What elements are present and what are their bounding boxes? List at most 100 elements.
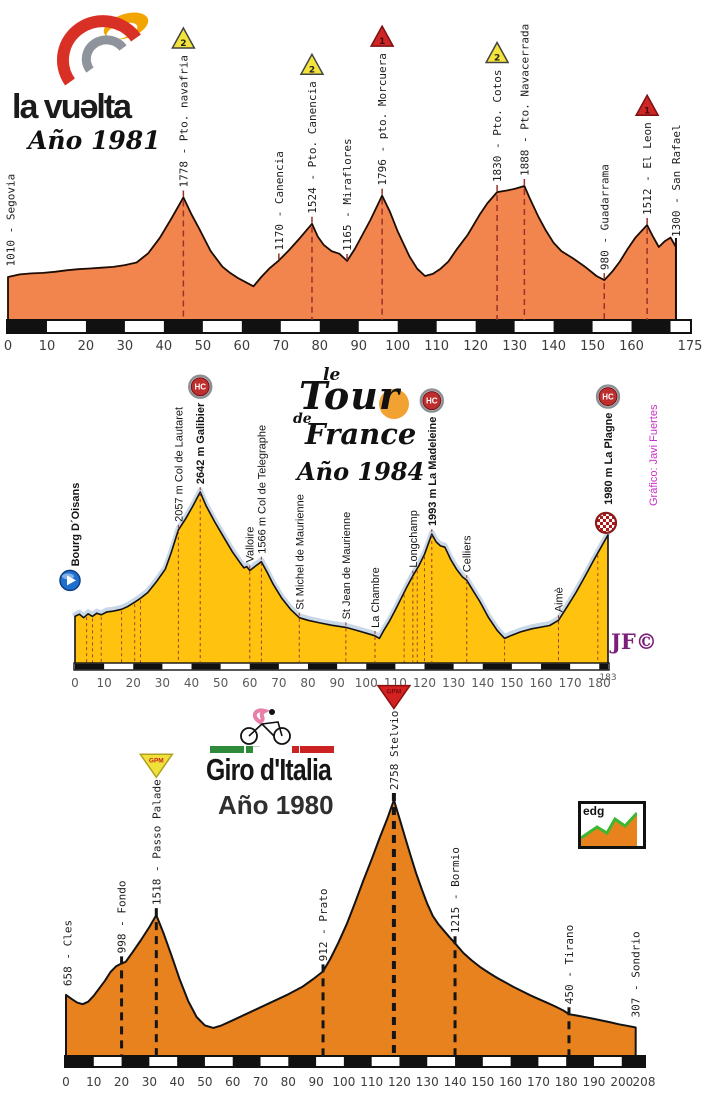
tour-logo: le Tour de France Año 1984 xyxy=(293,365,453,486)
location-label: 998 - Fondo xyxy=(116,881,129,954)
axis-tick-label: 60 xyxy=(234,339,251,354)
axis-tick-label: 40 xyxy=(184,676,199,690)
edg-label: edg xyxy=(583,804,605,818)
axis-tick-label: 130 xyxy=(502,339,527,354)
axis-tick-label: 20 xyxy=(78,339,95,354)
elevation-area xyxy=(75,492,608,663)
location-label: 1300 - San Rafael xyxy=(670,124,683,237)
flag-bar-red xyxy=(300,746,334,753)
gpm-badge-yellow: GPM xyxy=(138,753,174,779)
elevation-outline xyxy=(74,491,609,663)
location-label: Longchamp xyxy=(408,510,420,568)
location-label: 1010 - Segovia xyxy=(4,174,17,267)
graphic-credit: Gráfico: Javi Fuertes xyxy=(648,404,660,506)
hors-categorie-badge: HC xyxy=(188,374,213,399)
axis-tick-label: 30 xyxy=(155,676,170,690)
location-label: 1796 - pto. Morcuera xyxy=(376,53,389,185)
svg-text:2: 2 xyxy=(494,53,500,63)
location-label: 1778 - Pto. navafria xyxy=(177,55,190,187)
svg-text:HC: HC xyxy=(602,393,614,402)
location-label: Celliers xyxy=(462,535,474,572)
elevation-halo xyxy=(72,487,611,639)
axis-tick-label: 190 xyxy=(583,1075,606,1089)
edg-mountain-icon xyxy=(581,811,637,846)
axis-tick-label: 50 xyxy=(195,339,212,354)
axis-tick-label: 140 xyxy=(471,676,494,690)
axis-tick-label: 60 xyxy=(225,1075,240,1089)
axis-tick-label: 70 xyxy=(253,1075,268,1089)
svg-text:GPM: GPM xyxy=(149,757,164,764)
location-label: 658 - Cles xyxy=(62,920,75,986)
axis-tick-label: 208 xyxy=(633,1075,656,1089)
svg-text:HC: HC xyxy=(426,397,438,406)
chart-vuelta1981: 0 10 20 30 40 50 60 70 80 90 100 110 120 130 140 150 160… xyxy=(4,24,703,354)
axis-tick-label: 30 xyxy=(117,339,134,354)
svg-text:1: 1 xyxy=(644,106,650,116)
axis-tick-label: 60 xyxy=(242,676,257,690)
location-label: 1566 m Col de Telegraphe xyxy=(256,425,268,554)
location-label: 1518 - Passo Palade xyxy=(150,779,163,905)
category-2-climb-badge: 2 xyxy=(299,52,325,75)
elevation-outline xyxy=(7,185,677,321)
author-signature: JF© xyxy=(611,629,657,654)
axis-tick-label: 183 xyxy=(599,673,616,683)
vuelta-year-label: Año 1981 xyxy=(28,126,161,155)
location-label: St Jean de Maurienne xyxy=(341,512,353,620)
elevation-area xyxy=(8,186,676,320)
axis-tick-label: 70 xyxy=(271,676,286,690)
axis-tick-label: 160 xyxy=(499,1075,522,1089)
location-label: 2057 m Col de Lautaret xyxy=(173,407,185,522)
axis-tick-label: 175 xyxy=(678,339,703,354)
category-1-climb-badge: 1 xyxy=(369,24,395,47)
axis-tick-label: 170 xyxy=(559,676,582,690)
location-label: 1980 m La Plagne xyxy=(603,413,615,505)
distance-axis: 0 10 20 30 40 50 60 70 80 90 100 110 120 130 140 150 160… xyxy=(62,1055,656,1089)
location-label: 450 - Tirano xyxy=(563,925,576,1004)
location-label: 912 - Prato xyxy=(317,889,330,962)
svg-text:GPM: GPM xyxy=(386,689,401,696)
flag-stripe-red xyxy=(292,746,299,753)
vuelta-brand-title: la vuǝlta xyxy=(12,88,132,126)
axis-tick-label: 110 xyxy=(424,339,449,354)
edg-watermark: edg xyxy=(578,801,646,849)
location-label: 2642 m Galibier xyxy=(195,402,207,484)
giro-logo: Giro d'Italia Año 1980 xyxy=(206,706,340,820)
location-label: 1993 m La Madeleine xyxy=(427,417,439,526)
flag-stripe-green xyxy=(246,746,253,753)
tour-brand-de: de xyxy=(293,411,312,427)
giro-brand-title: Giro d'Italia xyxy=(206,752,332,787)
axis-tick-label: 140 xyxy=(541,339,566,354)
axis-tick-label: 110 xyxy=(360,1075,383,1089)
location-label: 2758 Stelvio xyxy=(388,711,401,790)
svg-text:2: 2 xyxy=(180,39,186,49)
location-label: La Chambre xyxy=(370,567,382,628)
category-2-climb-badge: 2 xyxy=(484,40,510,63)
axis-tick-label: 90 xyxy=(308,1075,323,1089)
hors-categorie-badge: HC xyxy=(595,384,621,409)
tour-brand-title: Tour xyxy=(299,373,400,418)
axis-tick-label: 30 xyxy=(142,1075,157,1089)
vuelta-logo: la vuǝlta Año 1981 xyxy=(8,4,178,155)
axis-tick-label: 90 xyxy=(350,339,367,354)
axis-tick-label: 20 xyxy=(126,676,141,690)
location-label: 980 - Guadarrama xyxy=(598,164,611,270)
axis-tick-label: 200 xyxy=(610,1075,633,1089)
location-label: 1830 - Pto. Cotos xyxy=(491,69,504,182)
location-label: 1165 - Miraflores xyxy=(341,138,354,251)
axis-tick-label: 20 xyxy=(114,1075,129,1089)
location-label: 1170 - Canencia xyxy=(273,151,286,250)
svg-text:1: 1 xyxy=(379,37,385,47)
giro-year-label: Año 1980 xyxy=(218,790,334,820)
svg-text:HC: HC xyxy=(194,383,206,392)
axis-tick-label: 140 xyxy=(444,1075,467,1089)
axis-tick-label: 10 xyxy=(39,339,56,354)
axis-tick-label: 160 xyxy=(530,676,553,690)
location-label: Bourg D´Oisans xyxy=(70,483,82,567)
axis-tick-label: 130 xyxy=(442,676,465,690)
axis-tick-label: 180 xyxy=(588,676,611,690)
axis-tick-label: 90 xyxy=(329,676,344,690)
axis-tick-label: 100 xyxy=(385,339,410,354)
axis-tick-label: 100 xyxy=(355,676,378,690)
